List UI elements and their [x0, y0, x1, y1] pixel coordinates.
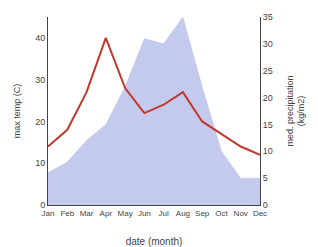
svg-text:Jul: Jul — [159, 209, 169, 218]
svg-text:10: 10 — [35, 158, 45, 168]
svg-text:10: 10 — [263, 146, 273, 156]
svg-text:30: 30 — [263, 39, 273, 49]
svg-text:Sep: Sep — [195, 209, 210, 218]
svg-text:30: 30 — [35, 75, 45, 85]
svg-text:15: 15 — [263, 120, 273, 130]
svg-text:Dec: Dec — [253, 209, 267, 218]
svg-text:Apr: Apr — [100, 209, 113, 218]
svg-text:med. precipitation(kg/m2): med. precipitation(kg/m2) — [285, 75, 307, 146]
svg-text:40: 40 — [35, 33, 45, 43]
svg-text:Jan: Jan — [42, 209, 55, 218]
svg-text:0: 0 — [263, 200, 268, 210]
svg-text:Jun: Jun — [138, 209, 151, 218]
svg-text:date (month): date (month) — [126, 236, 183, 247]
svg-text:5: 5 — [263, 173, 268, 183]
svg-text:May: May — [118, 209, 133, 218]
svg-text:0: 0 — [40, 200, 45, 210]
svg-text:Aug: Aug — [176, 209, 190, 218]
svg-text:max temp (C): max temp (C) — [12, 84, 22, 139]
svg-text:25: 25 — [263, 66, 273, 76]
svg-text:20: 20 — [35, 117, 45, 127]
svg-text:20: 20 — [263, 93, 273, 103]
svg-text:35: 35 — [263, 12, 273, 22]
svg-text:Mar: Mar — [80, 209, 94, 218]
svg-text:Oct: Oct — [215, 209, 228, 218]
svg-text:Feb: Feb — [60, 209, 74, 218]
svg-text:Nov: Nov — [234, 209, 248, 218]
